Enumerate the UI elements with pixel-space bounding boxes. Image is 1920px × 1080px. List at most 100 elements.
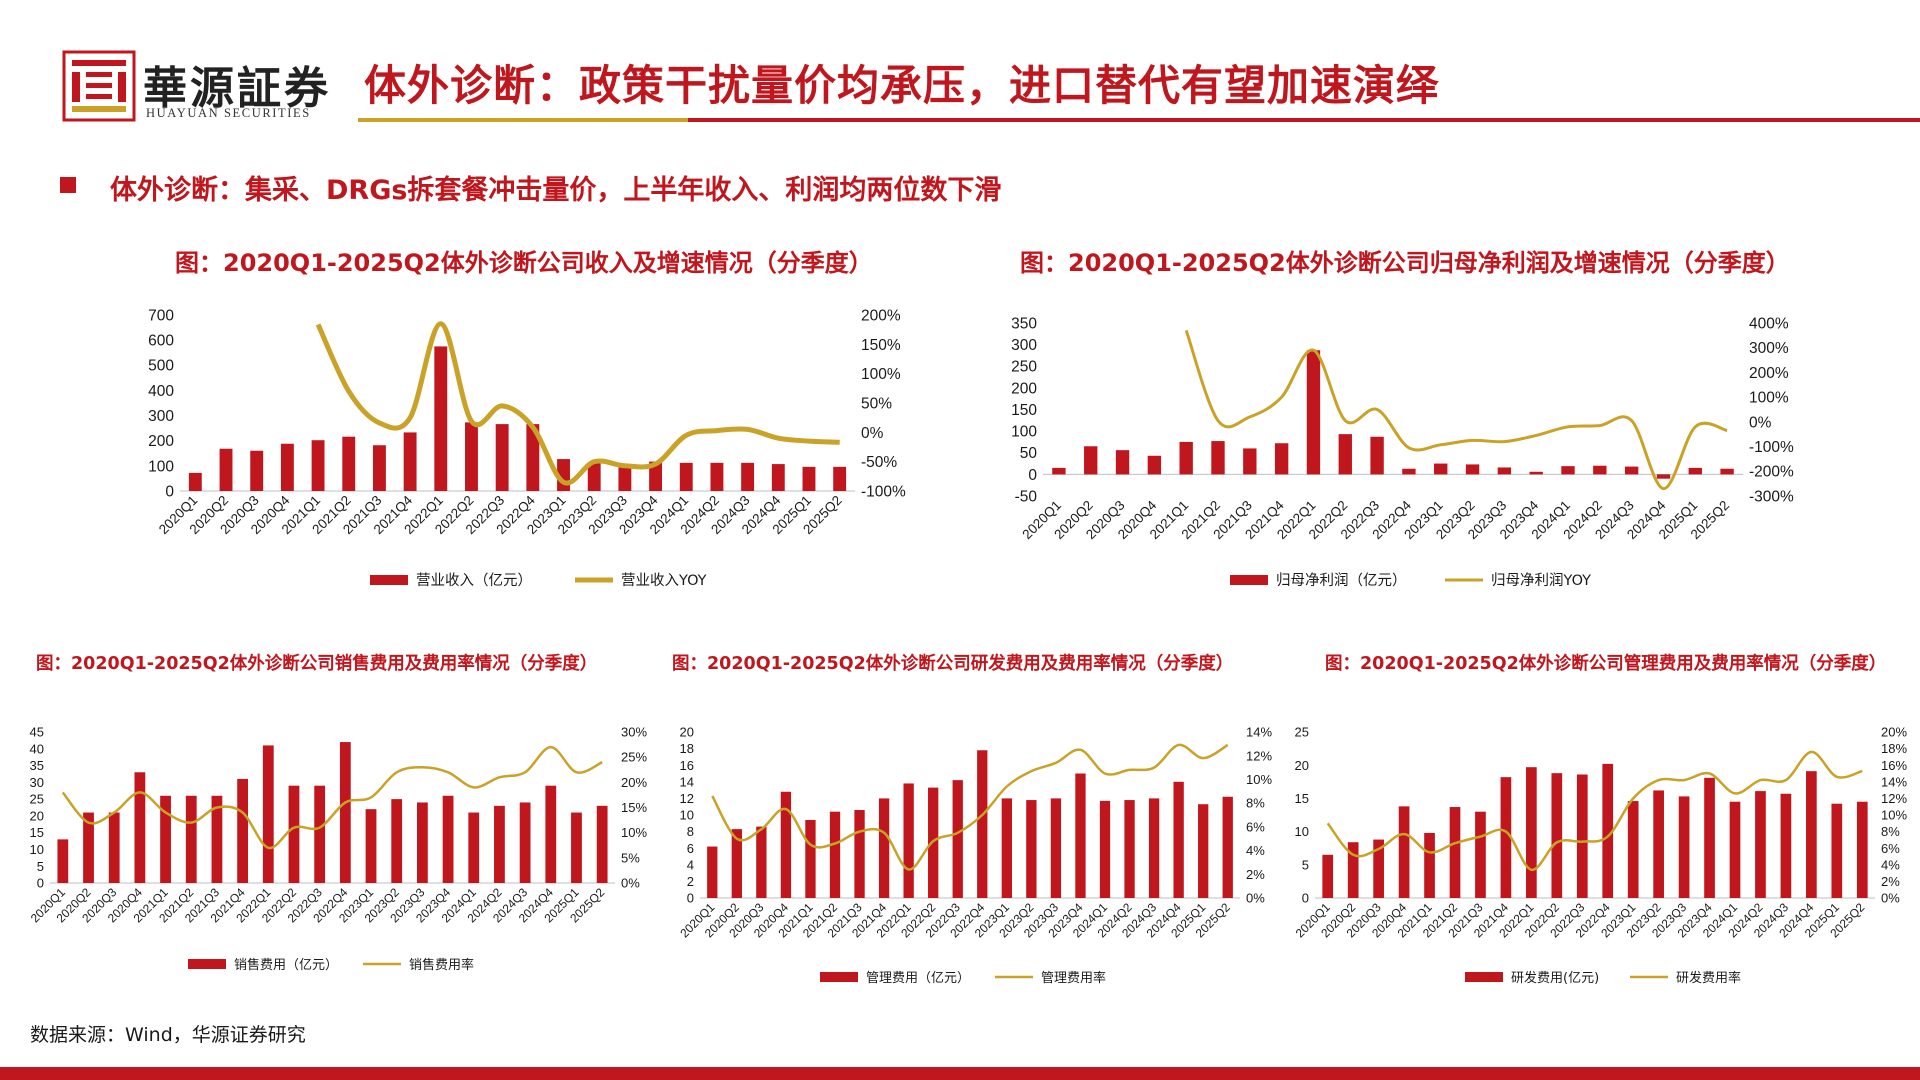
bar-2022Q2 bbox=[1338, 434, 1352, 475]
right-axis-tick-label: 14% bbox=[1246, 725, 1272, 740]
bar-2022Q4 bbox=[977, 750, 988, 898]
series-line bbox=[315, 321, 840, 486]
chart-canvas: 05101520250%2%4%6%8%10%12%14%16%18%20%20… bbox=[1293, 725, 1908, 986]
bar-2022Q4 bbox=[1602, 763, 1614, 898]
bar-2024Q2 bbox=[494, 805, 505, 883]
left-axis-tick-label: 2 bbox=[687, 874, 694, 889]
bar-2024Q3 bbox=[1148, 798, 1160, 898]
bar-2025Q1 bbox=[1688, 467, 1702, 475]
legend-bar-swatch bbox=[370, 575, 408, 585]
right-axis-tick-label: 14% bbox=[1881, 774, 1907, 789]
left-axis-tick-label: 14 bbox=[680, 774, 694, 789]
bar-2020Q3 bbox=[1373, 839, 1384, 898]
right-axis-tick-label: 100% bbox=[1749, 390, 1789, 407]
bar-2023Q1 bbox=[1001, 798, 1012, 898]
bar-2025Q1 bbox=[571, 812, 582, 883]
bar-2021Q1 bbox=[1179, 441, 1193, 475]
chart-title: 图：2020Q1-2025Q2体外诊断公司归母净利润及增速情况（分季度） bbox=[1020, 249, 1790, 277]
left-axis-tick-label: 10 bbox=[30, 842, 44, 857]
right-axis-tick-label: 5% bbox=[621, 850, 640, 865]
bar-2020Q4 bbox=[1147, 455, 1162, 475]
bar-2024Q4 bbox=[1806, 771, 1817, 898]
series-line bbox=[1326, 750, 1863, 872]
bar-2024Q2 bbox=[1755, 791, 1766, 898]
bar-2025Q1 bbox=[1831, 803, 1843, 898]
right-axis-tick-label: -100% bbox=[861, 483, 906, 500]
left-axis-tick-label: 300 bbox=[1011, 337, 1037, 354]
left-axis-tick-label: 300 bbox=[148, 408, 174, 425]
left-axis-tick-label: 18 bbox=[680, 741, 694, 756]
bar-2025Q2 bbox=[1720, 468, 1734, 475]
bar-2020Q2 bbox=[83, 812, 94, 883]
right-axis-tick-label: 8% bbox=[1881, 824, 1900, 839]
bar-2023Q4 bbox=[1075, 773, 1086, 898]
right-axis-tick-label: 0% bbox=[621, 876, 640, 891]
left-axis-tick-label: 200 bbox=[1011, 380, 1037, 397]
bar-2023Q1 bbox=[1434, 463, 1448, 475]
bar-2023Q3 bbox=[416, 802, 428, 883]
right-axis-tick-label: 0% bbox=[1246, 891, 1265, 906]
left-axis-tick-label: 100 bbox=[148, 458, 174, 475]
left-axis-tick-label: 5 bbox=[37, 859, 44, 874]
admin-expense-chart: 图：2020Q1-2025Q2体外诊断公司管理费用及费用率情况（分季度） 0 5 10… bbox=[1290, 650, 1915, 986]
legend-bar-label: 销售费用（亿元） bbox=[234, 957, 338, 973]
legend-bar-label: 归母净利润（亿元） bbox=[1276, 572, 1407, 589]
bar-2022Q1 bbox=[1306, 350, 1321, 475]
bar-2022Q1 bbox=[434, 346, 448, 491]
bar-2022Q1 bbox=[903, 783, 914, 898]
bar-2023Q2 bbox=[1026, 800, 1037, 898]
legend-line-label: 营业收入YOY bbox=[621, 572, 707, 589]
bar-2021Q3 bbox=[211, 795, 223, 883]
bar-2024Q1 bbox=[1561, 466, 1575, 475]
bar-2020Q1 bbox=[707, 846, 718, 898]
legend-line-label: 归母净利润YOY bbox=[1491, 572, 1591, 589]
bar-2020Q1 bbox=[1052, 467, 1066, 475]
bar-2020Q2 bbox=[1084, 446, 1098, 475]
left-axis-tick-label: 40 bbox=[30, 741, 44, 756]
bar-2022Q4 bbox=[1402, 468, 1416, 475]
bar-2023Q4 bbox=[1529, 471, 1543, 475]
bar-2021Q1 bbox=[805, 819, 816, 898]
bar-2023Q1 bbox=[365, 809, 377, 883]
right-axis-tick-label: 8% bbox=[1246, 796, 1265, 811]
legend-bar-swatch bbox=[1465, 972, 1503, 982]
legend-line-label: 研发费用率 bbox=[1676, 970, 1741, 986]
bar-2020Q4 bbox=[1398, 806, 1410, 898]
left-axis-tick-label: 4 bbox=[687, 857, 694, 872]
left-axis-tick-label: 20 bbox=[30, 808, 44, 823]
right-axis-tick-label: 10% bbox=[1881, 808, 1907, 823]
bar-2024Q3 bbox=[1780, 793, 1792, 898]
bar-2021Q1 bbox=[1424, 832, 1435, 898]
bar-2023Q4 bbox=[1704, 777, 1715, 898]
right-axis-tick-label: 20% bbox=[1881, 725, 1907, 740]
bar-2021Q1 bbox=[311, 440, 325, 491]
bar-2024Q3 bbox=[741, 462, 755, 491]
left-axis-tick-label: 0 bbox=[1302, 891, 1309, 906]
bar-2025Q2 bbox=[1222, 796, 1233, 898]
bar-2021Q2 bbox=[342, 436, 356, 491]
bar-2022Q3 bbox=[1576, 774, 1588, 898]
right-axis-tick-label: -50% bbox=[861, 454, 897, 471]
right-axis-tick-label: 20% bbox=[621, 775, 647, 790]
bar-2024Q3 bbox=[1624, 466, 1639, 475]
left-axis-tick-label: 5 bbox=[1302, 857, 1309, 872]
page-title: 体外诊断：政策干扰量价均承压，进口替代有望加速演绎 bbox=[364, 61, 1440, 110]
bar-2025Q1 bbox=[1198, 804, 1209, 898]
left-axis-tick-label: 15 bbox=[30, 825, 44, 840]
square-bullet-icon bbox=[60, 177, 76, 193]
left-axis-tick-label: 16 bbox=[680, 758, 694, 773]
right-axis-tick-label: 15% bbox=[621, 800, 647, 815]
left-axis-tick-label: 50 bbox=[1020, 445, 1038, 462]
bar-2023Q3 bbox=[1497, 467, 1512, 475]
right-axis-tick-label: 25% bbox=[621, 750, 647, 765]
bar-2025Q2 bbox=[833, 466, 847, 491]
bar-2024Q4 bbox=[771, 464, 785, 491]
right-axis-tick-label: 2% bbox=[1881, 874, 1900, 889]
bar-2025Q2 bbox=[1856, 801, 1868, 898]
left-axis-tick-label: 0 bbox=[37, 876, 44, 891]
bar-2021Q2 bbox=[185, 795, 197, 883]
left-axis-tick-label: 20 bbox=[680, 725, 694, 740]
bar-2020Q3 bbox=[108, 812, 120, 883]
right-axis-tick-label: 400% bbox=[1749, 315, 1789, 332]
left-axis-tick-label: 250 bbox=[1011, 359, 1037, 376]
